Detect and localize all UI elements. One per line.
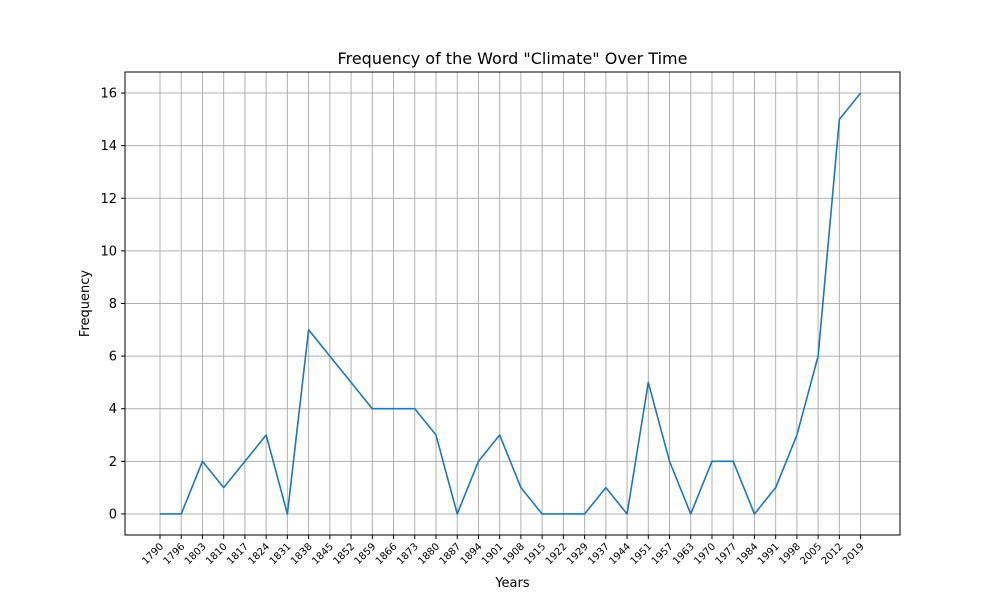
- x-tick-label: 1998: [777, 541, 803, 567]
- y-tick-label: 16: [100, 87, 117, 102]
- x-tick-label: 2005: [798, 541, 824, 567]
- x-axis: 1790179618031810181718241831183818451852…: [140, 535, 867, 567]
- x-tick-label: 1984: [735, 541, 761, 567]
- x-tick-label: 1803: [183, 541, 209, 567]
- x-tick-label: 1887: [438, 541, 464, 567]
- x-tick-label: 1922: [544, 541, 570, 567]
- y-tick-label: 8: [109, 297, 117, 312]
- x-tick-label: 1977: [714, 541, 740, 567]
- chart-title: Frequency of the Word "Climate" Over Tim…: [338, 49, 688, 68]
- x-tick-label: 1894: [459, 541, 485, 567]
- y-tick-label: 10: [100, 244, 117, 259]
- x-tick-label: 1859: [353, 541, 379, 567]
- x-tick-label: 1845: [310, 541, 336, 567]
- y-tick-label: 14: [100, 139, 117, 154]
- y-tick-label: 4: [109, 402, 117, 417]
- x-tick-label: 1817: [225, 541, 251, 567]
- x-tick-label: 1957: [650, 541, 676, 567]
- x-tick-label: 1790: [140, 541, 166, 567]
- grid: [125, 72, 900, 535]
- x-tick-label: 1929: [565, 541, 591, 567]
- x-tick-label: 2019: [841, 541, 867, 567]
- x-tick-label: 1937: [586, 541, 612, 567]
- x-tick-label: 2012: [820, 541, 846, 567]
- x-tick-label: 1963: [671, 541, 697, 567]
- y-axis-label: Frequency: [78, 270, 93, 337]
- x-tick-label: 1970: [692, 541, 718, 567]
- y-tick-label: 12: [100, 192, 117, 207]
- series-line: [160, 92, 862, 515]
- x-axis-label: Years: [494, 576, 530, 591]
- x-tick-label: 1810: [204, 541, 230, 567]
- y-tick-label: 6: [109, 350, 117, 365]
- x-tick-label: 1824: [246, 541, 272, 567]
- x-tick-label: 1831: [268, 541, 294, 567]
- x-tick-label: 1908: [501, 541, 527, 567]
- x-tick-label: 1944: [607, 541, 633, 567]
- x-tick-label: 1991: [756, 541, 782, 567]
- y-tick-label: 0: [109, 507, 117, 522]
- x-tick-label: 1852: [331, 541, 357, 567]
- x-tick-label: 1838: [289, 541, 315, 567]
- x-tick-label: 1951: [629, 541, 655, 567]
- x-tick-label: 1901: [480, 541, 506, 567]
- x-tick-label: 1796: [162, 541, 188, 567]
- x-tick-label: 1915: [522, 541, 548, 567]
- x-tick-label: 1873: [395, 541, 421, 567]
- x-tick-label: 1880: [416, 541, 442, 567]
- y-axis: 0 2 4 6 8 10 12 14 16: [100, 87, 125, 522]
- y-tick-label: 2: [109, 455, 117, 470]
- x-tick-label: 1866: [374, 541, 400, 567]
